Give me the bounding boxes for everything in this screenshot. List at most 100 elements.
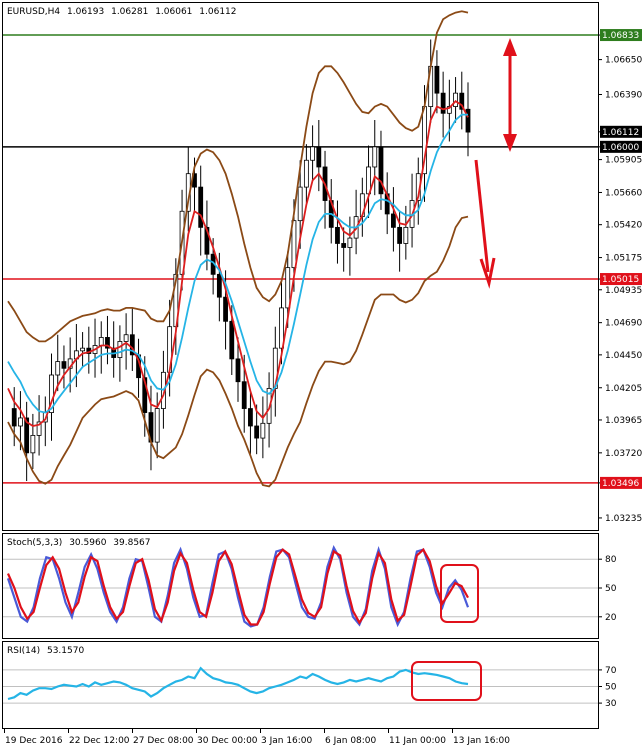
candle-body <box>285 267 291 309</box>
candle-body <box>11 408 17 427</box>
candle-body <box>123 334 129 342</box>
price-tick-label-14: 1.03965 <box>605 416 642 426</box>
stochastic-series-main <box>6 544 470 628</box>
candle-body <box>391 213 396 228</box>
time-tick-label-5: 6 Jan 08:00 <box>325 736 377 746</box>
candle-body <box>49 374 54 413</box>
target-arrow-head <box>479 257 496 289</box>
candle-body <box>235 358 241 383</box>
price-plot <box>3 10 598 488</box>
price-tick-label-13: 1.04205 <box>605 384 642 394</box>
candle-body <box>279 307 284 349</box>
candle-body <box>291 220 297 269</box>
time-tick-label-0: 19 Dec 2016 <box>5 736 63 746</box>
candle-body <box>198 186 204 228</box>
range-arrow-down-head <box>503 134 517 152</box>
candle-body <box>260 422 266 439</box>
range-arrow-up-head <box>503 38 517 56</box>
candle-body <box>446 106 452 114</box>
level-tag-label-2: 1.05015 <box>602 275 639 285</box>
price-tick-label-2: 1.06390 <box>605 91 642 101</box>
candle-body <box>403 226 409 244</box>
rsi-tick-label-0: 70 <box>605 666 617 676</box>
low-value: 1.06061 <box>155 7 192 17</box>
candle-body <box>36 421 42 436</box>
level-tag-2 <box>600 273 642 286</box>
candle-body <box>117 341 123 358</box>
candle-body <box>105 337 110 349</box>
stochastic-panel-frame <box>2 533 599 639</box>
candle-body <box>341 243 347 248</box>
price-tick-label-10: 1.04935 <box>605 286 642 296</box>
price-tick-label-17: 1.03235 <box>605 514 642 524</box>
level-tag-label-3: 1.03496 <box>602 479 639 489</box>
price-tick-label-6: 1.05660 <box>605 188 642 198</box>
candle-body <box>434 65 440 94</box>
price-tick-label-1: 1.06650 <box>605 56 642 66</box>
price-tick-label-8: 1.05175 <box>605 254 642 264</box>
stochastic-plot <box>3 544 598 628</box>
candle-body <box>24 417 30 454</box>
candle-body <box>453 92 458 107</box>
rsi-tick-label-1: 50 <box>605 683 617 693</box>
candle-body <box>154 408 160 443</box>
candle-body <box>30 434 36 454</box>
rsi-plot <box>3 666 598 704</box>
candle-body <box>216 273 222 298</box>
time-tick-label-4: 3 Jan 16:00 <box>261 736 313 746</box>
level-tag-3 <box>600 476 642 489</box>
stochastic-header: Stoch(5,3,3) 30.5960 39.8567 <box>7 538 151 548</box>
target-arrow-line <box>474 159 490 273</box>
price-tick-label-11: 1.04690 <box>605 319 642 329</box>
level-tag-label-1: 1.06000 <box>602 143 639 153</box>
current-price-tag <box>600 125 642 138</box>
stochastic-main-value: 30.5960 <box>69 538 106 548</box>
stochastic-tick-label-1: 50 <box>605 584 617 594</box>
candle-body <box>18 417 23 427</box>
rsi-value: 53.1570 <box>47 646 84 656</box>
price-panel-frame <box>2 2 599 531</box>
candle-body <box>397 226 403 244</box>
rsi-header: RSI(14) 53.1570 <box>7 646 84 656</box>
rsi-name: RSI(14) <box>7 646 40 656</box>
candle-body <box>378 146 384 195</box>
stochastic-tick-label-2: 20 <box>605 613 617 623</box>
candle-body <box>229 320 235 360</box>
candle-body <box>440 92 446 114</box>
candle-body <box>61 361 67 369</box>
level-tag-0 <box>600 29 642 42</box>
candle-body <box>303 159 309 188</box>
candle-body <box>204 226 210 255</box>
time-tick-label-7: 13 Jan 16:00 <box>453 736 510 746</box>
candle-body <box>335 226 340 244</box>
stochastic-highlight-box <box>440 564 479 623</box>
candle-body <box>241 381 247 409</box>
current-price-label: 1.06112 <box>602 128 639 138</box>
candle-body <box>372 146 378 168</box>
candle-body <box>316 146 322 168</box>
rsi-highlight-box <box>411 661 482 701</box>
symbol-label: EURUSD,H4 <box>7 7 60 17</box>
candle-body <box>129 334 135 356</box>
open-value: 1.06193 <box>67 7 104 17</box>
rsi-tick-label-2: 30 <box>605 699 617 709</box>
candle-body <box>297 186 303 222</box>
time-tick-label-1: 22 Dec 12:00 <box>69 736 130 746</box>
time-tick-label-2: 27 Dec 08:00 <box>133 736 194 746</box>
candle-body <box>80 347 85 352</box>
candle-body <box>254 425 260 439</box>
price-tick-label-12: 1.04450 <box>605 351 642 361</box>
candle-body <box>459 92 465 110</box>
candle-body <box>223 296 228 322</box>
high-value: 1.06281 <box>111 7 148 17</box>
stochastic-name: Stoch(5,3,3) <box>7 538 62 548</box>
annotation-arrows <box>474 38 517 289</box>
price-header: EURUSD,H4 1.06193 1.06281 1.06061 1.0611… <box>7 7 237 17</box>
candle-body <box>347 237 353 248</box>
candle-body <box>55 361 61 376</box>
series-band-upper <box>7 10 469 343</box>
level-tag-label-0: 1.06833 <box>602 31 639 41</box>
candle-body <box>98 337 104 346</box>
